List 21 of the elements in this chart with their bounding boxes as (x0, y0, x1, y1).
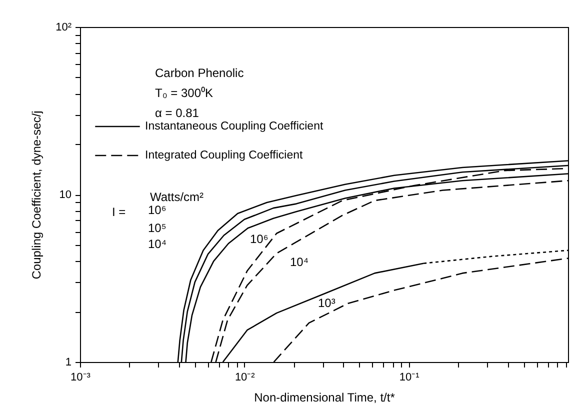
y-axis-title: Coupling Coefficient, dyne-sec/j (30, 110, 44, 280)
annotation: α = 0.81 (155, 106, 200, 120)
legend-label: Integrated Coupling Coefficient (145, 150, 304, 162)
annotation: 10⁴ (290, 255, 309, 269)
annotation: 10⁵ (148, 221, 166, 235)
x-tick-label: 10⁻² (234, 372, 256, 384)
y-tick-label: 10 (59, 189, 72, 201)
annotation: 10³ (318, 296, 336, 310)
y-tick-label: 10² (56, 22, 72, 34)
annotation: 10⁶ (148, 203, 166, 217)
y-tick-label: 1 (65, 356, 72, 368)
x-tick-label: 10⁻³ (70, 372, 91, 384)
annotation: I = (112, 205, 126, 219)
legend-label: Instantaneous Coupling Coefficient (145, 120, 324, 132)
annotation: 10⁴ (148, 237, 167, 251)
annotation: Watts/cm² (150, 190, 204, 204)
annotation: 10⁶ (250, 232, 268, 246)
x-tick-label: 10⁻¹ (399, 372, 420, 384)
annotation: Carbon Phenolic (155, 66, 244, 80)
x-axis-title: Non-dimensional Time, t/t* (254, 390, 396, 404)
annotation: T₀ = 300⁰K (155, 86, 214, 100)
